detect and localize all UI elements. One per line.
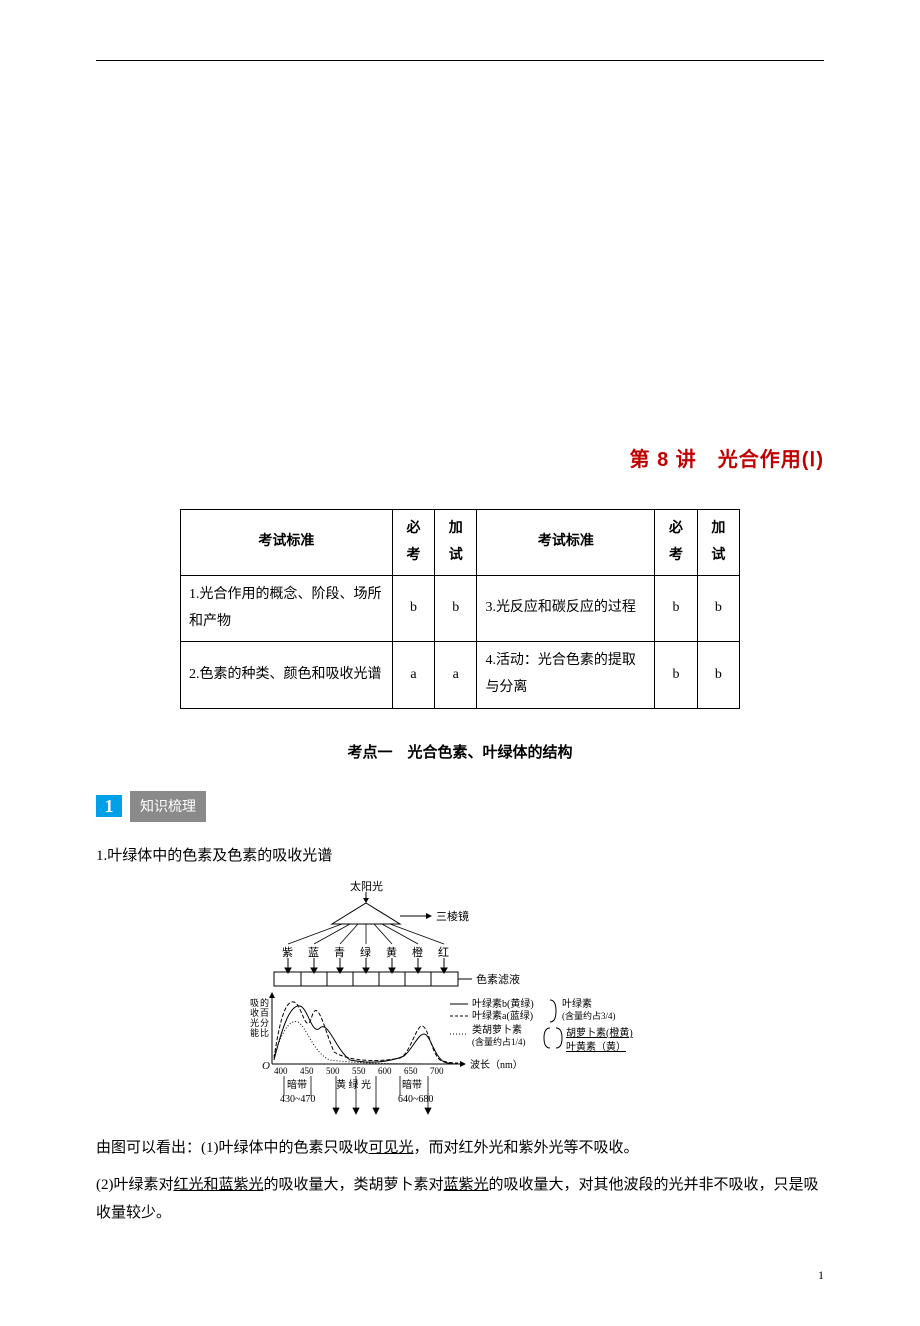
down-arrows-1 <box>285 958 447 973</box>
svg-text:黄: 黄 <box>386 945 397 959</box>
td: a <box>435 642 477 708</box>
color-labels: 紫 蓝 青 绿 黄 橙 红 <box>282 945 449 959</box>
svg-text:绿: 绿 <box>360 945 371 959</box>
table-row: 2.色素的种类、颜色和吸收光谱 a a 4.活动：光合色素的提取与分离 b b <box>181 642 740 708</box>
x-axis-label: 波长（nm） <box>470 1058 523 1071</box>
svg-text:蓝: 蓝 <box>308 946 319 959</box>
underline-text: 可见光 <box>369 1140 414 1156</box>
td: b <box>655 642 697 708</box>
svg-text:收: 收 <box>250 1007 259 1018</box>
th: 考试标准 <box>181 510 393 576</box>
svg-text:(含量约占1/4): (含量约占1/4) <box>472 1036 526 1047</box>
svg-text:600: 600 <box>378 1066 392 1076</box>
prism-label: 三棱镜 <box>436 909 469 923</box>
th: 必考 <box>655 510 697 576</box>
topic-heading: 考点一 光合色素、叶绿体的结构 <box>96 739 824 768</box>
svg-text:640~680: 640~680 <box>398 1094 433 1105</box>
svg-text:的: 的 <box>260 997 269 1008</box>
subheading: 1.叶绿体中的色素及色素的吸收光谱 <box>96 842 824 871</box>
curve-chl-b <box>274 1006 458 1064</box>
svg-text:百: 百 <box>260 1008 269 1018</box>
paragraph-2: (2)叶绿素对红光和蓝紫光的吸收量大，类胡萝卜素对蓝紫光的吸收量大，对其他波段的… <box>96 1171 824 1228</box>
svg-text:紫: 紫 <box>282 946 293 959</box>
lesson-title: 第 8 讲 光合作用(Ⅰ) <box>96 441 824 479</box>
underline-text: 蓝紫光 <box>444 1177 489 1193</box>
underline-text: 红光和蓝紫光 <box>174 1177 264 1193</box>
svg-text:能: 能 <box>250 1027 259 1038</box>
text: ，而对红外光和紫外光等不吸收。 <box>414 1140 639 1156</box>
svg-text:叶绿素: 叶绿素 <box>562 997 592 1010</box>
x-ticks: 400 450 500 550 600 650 700 <box>274 1066 444 1076</box>
svg-text:430~470: 430~470 <box>280 1094 315 1105</box>
svg-text:青: 青 <box>334 946 345 959</box>
svg-text:红: 红 <box>438 946 449 959</box>
absorption-spectrum-diagram: 太阳光 三棱镜 紫 蓝 青 绿 黄 橙 红 <box>96 878 824 1118</box>
td: 2.色素的种类、颜色和吸收光谱 <box>181 642 393 708</box>
svg-text:胡萝卜素(橙黄): 胡萝卜素(橙黄) <box>566 1026 633 1039</box>
dispersion-rays <box>288 924 444 944</box>
section-label: 知识梳理 <box>130 791 206 822</box>
svg-text:(含量约占3/4): (含量约占3/4) <box>562 1010 616 1021</box>
paragraph-1: 由图可以看出：(1)叶绿体中的色素只吸收可见光，而对红外光和紫外光等不吸收。 <box>96 1134 824 1163</box>
td: 3.光反应和碳反应的过程 <box>477 576 655 642</box>
svg-text:叶绿素a(蓝绿): 叶绿素a(蓝绿) <box>472 1009 533 1022</box>
svg-text:类胡萝卜素: 类胡萝卜素 <box>472 1023 522 1036</box>
th: 加试 <box>697 510 739 576</box>
th: 加试 <box>435 510 477 576</box>
td: b <box>435 576 477 642</box>
curve-carotenoid <box>274 1022 458 1065</box>
text: (2)叶绿素对 <box>96 1177 174 1193</box>
text: 的吸收量大，类胡萝卜素对 <box>264 1177 444 1193</box>
svg-text:光: 光 <box>250 1017 259 1028</box>
curve-chl-a <box>274 1002 458 1063</box>
svg-text:叶黄素（黄）: 叶黄素（黄） <box>566 1040 626 1053</box>
svg-text:450: 450 <box>300 1066 314 1076</box>
svg-text:暗带: 暗带 <box>402 1078 422 1091</box>
svg-text:暗带: 暗带 <box>287 1078 307 1091</box>
svg-text:O: O <box>262 1060 270 1072</box>
svg-text:橙: 橙 <box>412 945 423 959</box>
legend: 叶绿素b(黄绿) 叶绿素a(蓝绿) 叶绿素 (含量约占3/4) 类胡萝卜素 (含… <box>450 997 633 1053</box>
td: 4.活动：光合色素的提取与分离 <box>477 642 655 708</box>
td: b <box>697 642 739 708</box>
standards-table: 考试标准 必考 加试 考试标准 必考 加试 1.光合作用的概念、阶段、场所和产物… <box>180 509 740 709</box>
td: b <box>655 576 697 642</box>
svg-text:比: 比 <box>260 1027 269 1038</box>
filtrate-label: 色素滤液 <box>476 972 520 986</box>
table-row: 1.光合作用的概念、阶段、场所和产物 b b 3.光反应和碳反应的过程 b b <box>181 576 740 642</box>
band-labels: 暗带 430~470 黄 绿 光 暗带 640~680 <box>280 1078 433 1105</box>
svg-text:700: 700 <box>430 1066 444 1076</box>
td: b <box>697 576 739 642</box>
svg-text:400: 400 <box>274 1066 288 1076</box>
filtrate-dividers <box>301 972 431 986</box>
svg-text:叶绿素b(黄绿): 叶绿素b(黄绿) <box>472 997 534 1010</box>
svg-text:650: 650 <box>404 1066 418 1076</box>
table-header-row: 考试标准 必考 加试 考试标准 必考 加试 <box>181 510 740 576</box>
prism-shape <box>332 903 400 924</box>
th: 必考 <box>392 510 434 576</box>
section-number: 1 <box>96 795 122 817</box>
page-number: 1 <box>96 1264 824 1287</box>
svg-text:吸: 吸 <box>250 998 259 1008</box>
sun-label: 太阳光 <box>350 879 383 893</box>
filtrate-box <box>274 972 458 986</box>
td: b <box>392 576 434 642</box>
svg-text:分: 分 <box>260 1018 269 1028</box>
td: a <box>392 642 434 708</box>
th: 考试标准 <box>477 510 655 576</box>
y-axis-label: 吸 收 光 能 的 百 分 比 <box>250 997 269 1038</box>
section-block: 1 知识梳理 <box>96 791 824 822</box>
svg-text:550: 550 <box>352 1066 366 1076</box>
text: 由图可以看出：(1)叶绿体中的色素只吸收 <box>96 1140 369 1156</box>
spectrum-svg: 太阳光 三棱镜 紫 蓝 青 绿 黄 橙 红 <box>250 878 670 1118</box>
svg-text:黄 绿 光: 黄 绿 光 <box>336 1078 371 1091</box>
top-rule <box>96 60 824 61</box>
td: 1.光合作用的概念、阶段、场所和产物 <box>181 576 393 642</box>
svg-text:500: 500 <box>326 1066 340 1076</box>
